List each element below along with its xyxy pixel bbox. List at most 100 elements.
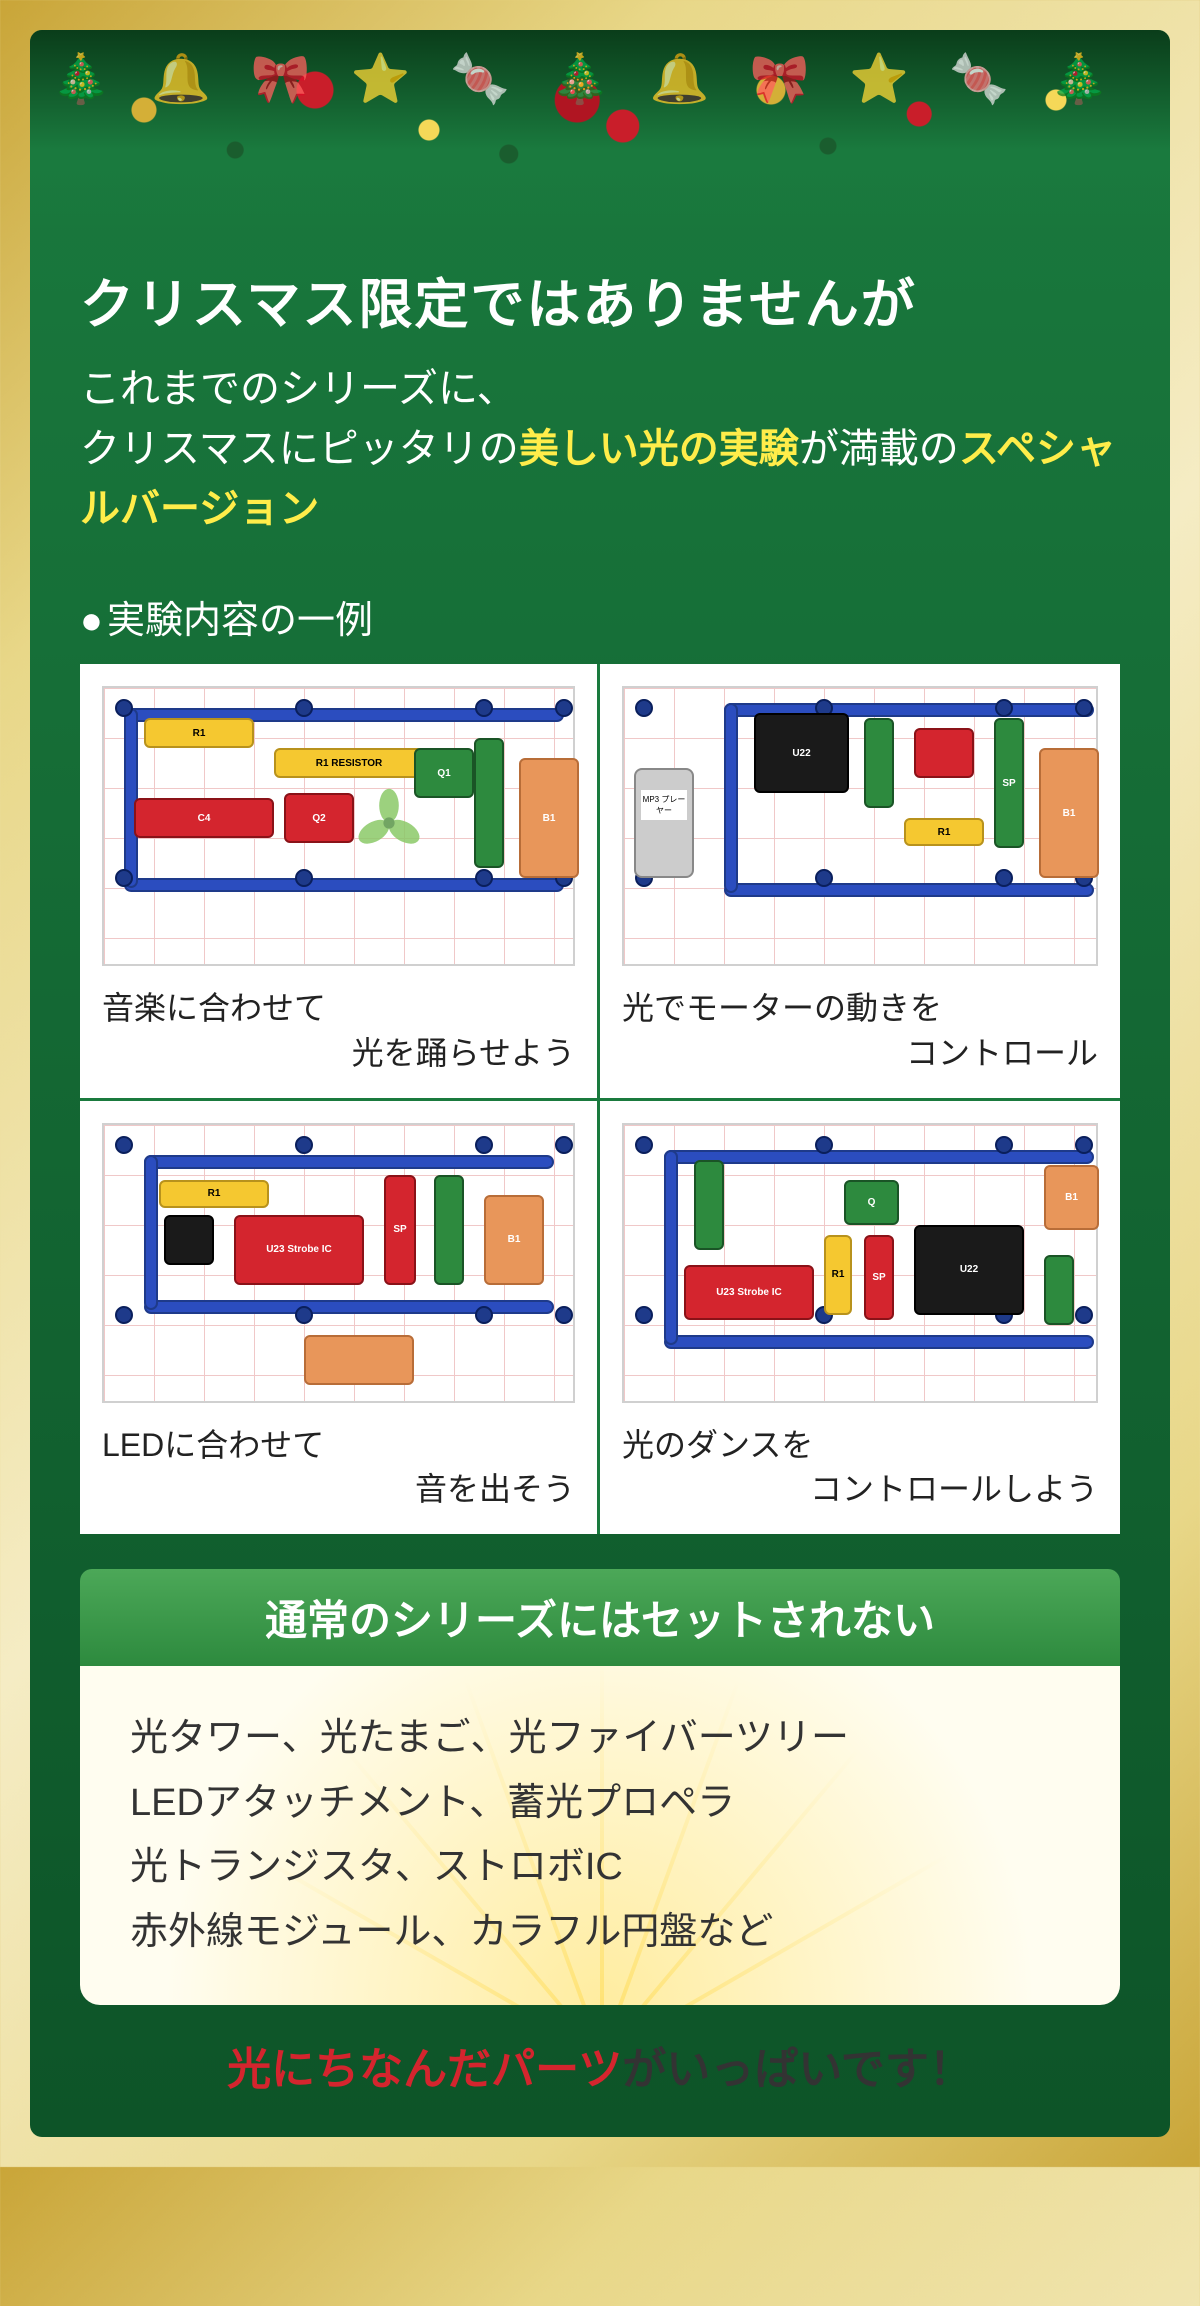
circuit-component-red: C4 bbox=[134, 798, 274, 838]
fan-icon bbox=[354, 788, 424, 858]
caption-line: 光を踊らせよう bbox=[102, 1031, 575, 1076]
circuit-node bbox=[295, 1306, 313, 1324]
circuit-component-green bbox=[694, 1160, 724, 1250]
circuit-component-yellow: R1 RESISTOR bbox=[274, 748, 424, 778]
sub-text: これまでのシリーズに、 bbox=[80, 367, 517, 411]
experiment-caption: LEDに合わせて音を出そう bbox=[102, 1423, 575, 1513]
experiment-cell: U23 Strobe IC Q R1SPU22 B1 光のダンスをコントロールしよう bbox=[600, 1101, 1120, 1535]
circuit-component-yellow: R1 bbox=[824, 1235, 852, 1315]
circuit-component-yellow: R1 bbox=[144, 718, 254, 748]
circuit-component-red: U23 Strobe IC bbox=[684, 1265, 814, 1320]
circuit-wire bbox=[724, 703, 738, 893]
circuit-component-black bbox=[164, 1215, 214, 1265]
experiment-cell: U22SPR1B1光でモーターの動きをコントロール bbox=[600, 664, 1120, 1101]
section-label: 実験内容の一例 bbox=[30, 579, 1170, 664]
circuit-component-orange: B1 bbox=[519, 758, 579, 878]
circuit-component-green bbox=[474, 738, 504, 868]
circuit-component-green: Q bbox=[844, 1180, 899, 1225]
circuit-component-red: Q2 bbox=[284, 793, 354, 843]
circuit-component-orange: B1 bbox=[1044, 1165, 1099, 1230]
circuit-wire bbox=[724, 883, 1094, 897]
circuit-component-orange: B1 bbox=[484, 1195, 544, 1285]
circuit-component-green bbox=[864, 718, 894, 808]
circuit-component-yellow: R1 bbox=[159, 1180, 269, 1208]
sub-text: が満載の bbox=[799, 427, 959, 471]
tagline-highlight: 光にちなんだパーツ bbox=[227, 2045, 622, 2094]
circuit-wire bbox=[664, 1150, 1094, 1164]
circuit-wire bbox=[124, 878, 564, 892]
circuit-diagram: U23 Strobe IC Q R1SPU22 B1 bbox=[622, 1123, 1098, 1403]
circuit-wire bbox=[144, 1155, 554, 1169]
circuit-node bbox=[555, 1306, 573, 1324]
promo-card: クリスマス限定ではありませんが これまでのシリーズに、 クリスマスにピッタリの美… bbox=[30, 30, 1170, 2137]
circuit-component-orange bbox=[304, 1335, 414, 1385]
circuit-node bbox=[475, 1306, 493, 1324]
circuit-component-green bbox=[434, 1175, 464, 1285]
circuit-node bbox=[115, 699, 133, 717]
circuit-component-black: U22 bbox=[914, 1225, 1024, 1315]
circuit-component-orange: B1 bbox=[1039, 748, 1099, 878]
circuit-diagram: U22SPR1B1 bbox=[622, 686, 1098, 966]
circuit-node bbox=[1075, 1136, 1093, 1154]
circuit-node bbox=[1075, 699, 1093, 717]
experiment-caption: 光のダンスをコントロールしよう bbox=[622, 1423, 1098, 1513]
circuit-node bbox=[295, 869, 313, 887]
circuit-node bbox=[475, 699, 493, 717]
experiment-caption: 音楽に合わせて光を踊らせよう bbox=[102, 986, 575, 1076]
experiment-cell: R1 U23 Strobe IC SP B1 LEDに合わせて音を出そう bbox=[80, 1101, 600, 1535]
banner-strip: 通常のシリーズにはセットされない bbox=[80, 1569, 1120, 1666]
circuit-node bbox=[555, 1136, 573, 1154]
parts-line: 光トランジスタ、ストロボIC bbox=[130, 1835, 1070, 1900]
caption-line: 音楽に合わせて bbox=[102, 990, 326, 1026]
caption-line: 音を出そう bbox=[102, 1467, 575, 1512]
circuit-component-green: SP bbox=[994, 718, 1024, 848]
circuit-wire bbox=[664, 1150, 678, 1345]
circuit-component-red: SP bbox=[384, 1175, 416, 1285]
parts-line: LEDアタッチメント、蓄光プロペラ bbox=[130, 1771, 1070, 1836]
circuit-component-red: SP bbox=[864, 1235, 894, 1320]
circuit-component-red: U23 Strobe IC bbox=[234, 1215, 364, 1285]
circuit-node bbox=[815, 1136, 833, 1154]
circuit-wire bbox=[144, 1155, 158, 1310]
circuit-component-yellow: R1 bbox=[904, 818, 984, 846]
caption-line: コントロール bbox=[622, 1031, 1098, 1076]
caption-line: 光でモーターの動きを bbox=[622, 990, 942, 1026]
headline: クリスマス限定ではありませんが bbox=[80, 260, 1120, 339]
highlight-text: 美しい光の実験 bbox=[519, 427, 799, 471]
circuit-node bbox=[1075, 1306, 1093, 1324]
mp3-player-icon bbox=[634, 768, 694, 878]
hero-text-block: クリスマス限定ではありませんが これまでのシリーズに、 クリスマスにピッタリの美… bbox=[30, 230, 1170, 579]
experiments-grid: R1R1 RESISTORC4Q2Q1B1音楽に合わせて光を踊らせようU22SP… bbox=[80, 664, 1120, 1534]
experiment-caption: 光でモーターの動きをコントロール bbox=[622, 986, 1098, 1076]
circuit-diagram: R1 U23 Strobe IC SP B1 bbox=[102, 1123, 575, 1403]
parts-list: 光タワー、光たまご、光ファイバーツリーLEDアタッチメント、蓄光プロペラ光トラン… bbox=[130, 1706, 1070, 1964]
tagline: 光にちなんだパーツがいっぱいです！ bbox=[30, 2005, 1170, 2137]
circuit-node bbox=[295, 1136, 313, 1154]
parts-line: 光タワー、光たまご、光ファイバーツリー bbox=[130, 1706, 1070, 1771]
circuit-node bbox=[295, 699, 313, 717]
circuit-node bbox=[635, 699, 653, 717]
circuit-node bbox=[995, 869, 1013, 887]
subheadline: これまでのシリーズに、 クリスマスにピッタリの美しい光の実験が満載のスペシャルバ… bbox=[80, 359, 1120, 539]
experiment-cell: R1R1 RESISTORC4Q2Q1B1音楽に合わせて光を踊らせよう bbox=[80, 664, 600, 1101]
circuit-component-green bbox=[1044, 1255, 1074, 1325]
circuit-node bbox=[115, 1306, 133, 1324]
circuit-wire bbox=[664, 1335, 1094, 1349]
parts-line: 赤外線モジュール、カラフル円盤など bbox=[130, 1900, 1070, 1965]
sub-text: クリスマスにピッタリの bbox=[80, 427, 519, 471]
circuit-node bbox=[555, 699, 573, 717]
circuit-node bbox=[995, 1136, 1013, 1154]
circuit-node bbox=[635, 1136, 653, 1154]
circuit-node bbox=[475, 1136, 493, 1154]
christmas-garland bbox=[30, 30, 1170, 230]
caption-line: LEDに合わせて bbox=[102, 1427, 324, 1463]
circuit-component-red bbox=[914, 728, 974, 778]
circuit-node bbox=[815, 869, 833, 887]
circuit-node bbox=[115, 1136, 133, 1154]
caption-line: コントロールしよう bbox=[622, 1467, 1098, 1512]
parts-box: 光タワー、光たまご、光ファイバーツリーLEDアタッチメント、蓄光プロペラ光トラン… bbox=[80, 1666, 1120, 2004]
tagline-rest: がいっぱいです！ bbox=[622, 2045, 973, 2094]
circuit-node bbox=[995, 699, 1013, 717]
caption-line: 光のダンスを bbox=[622, 1427, 813, 1463]
circuit-node bbox=[475, 869, 493, 887]
